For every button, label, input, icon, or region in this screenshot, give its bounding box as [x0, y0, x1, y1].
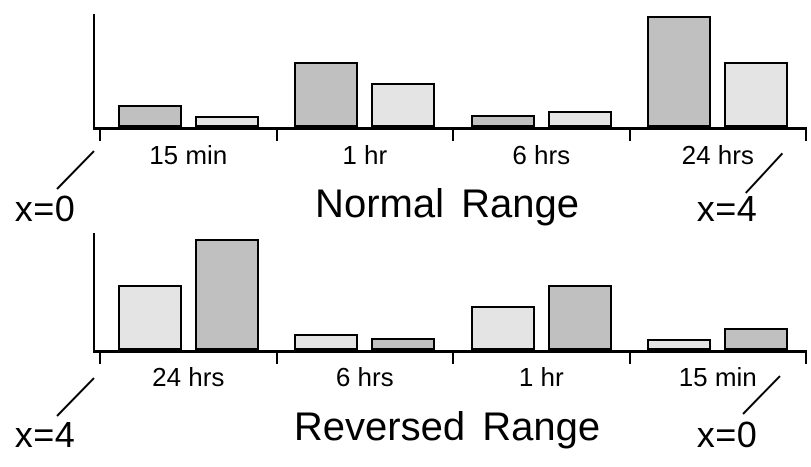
x-axis-tick-4: [805, 129, 807, 141]
bar-light-gray-bars-6-hrs: [294, 334, 359, 350]
chart-panel-reversed-range: 24 hrs 6 hrs 1 hr 15 min Reversed Range x=4 x=…: [0, 228, 811, 467]
x-axis-tick-1: [275, 129, 278, 141]
x-axis-tick-1: [275, 352, 278, 364]
x-axis-tick-2: [452, 129, 454, 141]
bar-dark-gray-bars-6-hrs: [470, 115, 535, 127]
x-axis-tick-0: [99, 129, 101, 141]
category-label-15-min: 15 min: [149, 140, 228, 170]
bar-light-gray-bars-15-min: [194, 116, 259, 127]
category-label-6-hrs: 6 hrs: [335, 362, 394, 392]
panel-title: Normal Range: [315, 182, 579, 226]
x-axis-tick-3: [628, 129, 631, 141]
y-axis-line: [93, 233, 95, 352]
x-axis-tick-4: [805, 352, 807, 364]
x-axis-line: [93, 127, 807, 130]
axis-start-label: x=4: [14, 414, 76, 455]
bar-dark-gray-bars-24-hrs: [194, 239, 259, 350]
x-axis-line: [93, 350, 807, 353]
bar-light-gray-bars-1-hr: [470, 306, 535, 350]
chart-panel-normal-range: 15 min 1 hr 6 hrs 24 hrs Normal Range x=0 x=4: [0, 0, 811, 228]
axis-start-label: x=0: [14, 188, 76, 229]
category-label-24-hrs: 24 hrs: [152, 362, 225, 392]
bar-dark-gray-bars-1-hr: [547, 285, 612, 350]
bar-light-gray-bars-15-min: [647, 339, 712, 350]
bar-dark-gray-bars-15-min: [724, 328, 789, 350]
x-axis-tick-2: [452, 352, 454, 364]
bar-light-gray-bars-6-hrs: [547, 111, 612, 127]
axis-end-label: x=4: [696, 188, 758, 229]
category-label-15-min: 15 min: [678, 362, 757, 392]
callout-line-left: [56, 150, 95, 190]
category-label-1-hr: 1 hr: [518, 362, 564, 392]
category-label-6-hrs: 6 hrs: [512, 140, 571, 170]
bar-light-gray-bars-24-hrs: [117, 285, 182, 350]
bar-light-gray-bars-24-hrs: [724, 62, 789, 127]
bar-light-gray-bars-1-hr: [371, 83, 436, 127]
y-axis-line: [93, 14, 95, 129]
axis-end-label: x=0: [696, 414, 758, 455]
callout-line-left: [56, 377, 95, 417]
x-axis-tick-3: [628, 352, 631, 364]
category-label-1-hr: 1 hr: [342, 140, 388, 170]
category-label-24-hrs: 24 hrs: [681, 140, 754, 170]
bar-dark-gray-bars-15-min: [117, 105, 182, 127]
bar-dark-gray-bars-1-hr: [294, 62, 359, 127]
bar-dark-gray-bars-6-hrs: [371, 338, 436, 350]
x-axis-tick-0: [99, 352, 101, 364]
panel-title: Reversed Range: [293, 405, 601, 449]
bar-dark-gray-bars-24-hrs: [647, 16, 712, 127]
